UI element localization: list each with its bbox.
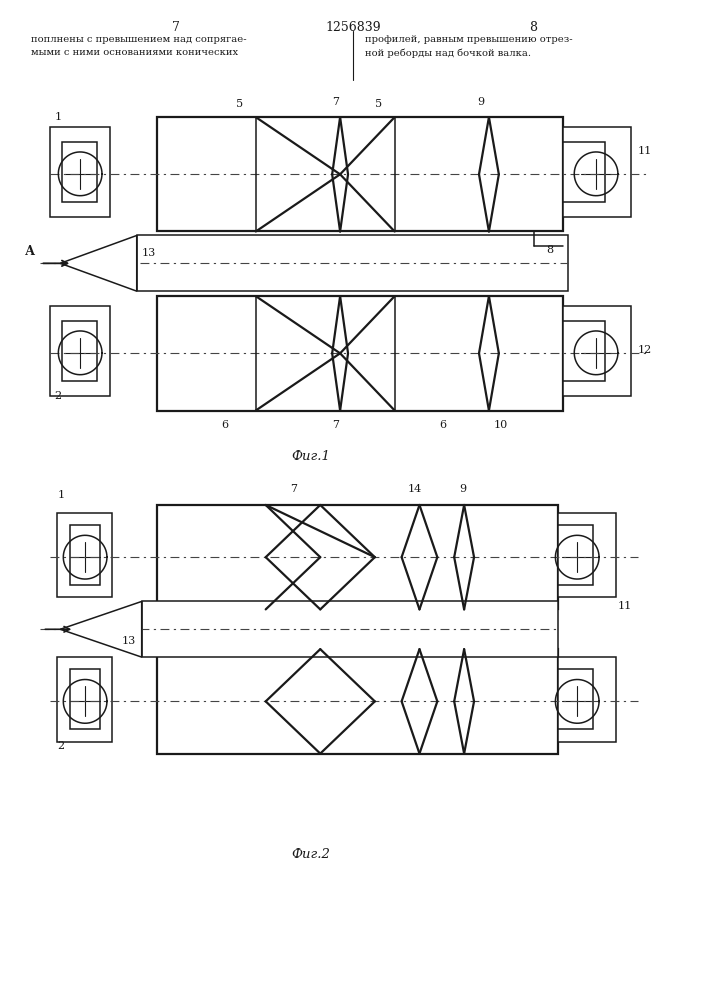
Text: 13: 13 <box>141 248 156 258</box>
Bar <box>559 513 616 597</box>
Text: 8: 8 <box>530 21 537 34</box>
Text: 2: 2 <box>57 741 64 751</box>
Text: Фиг.2: Фиг.2 <box>291 848 329 861</box>
Bar <box>156 505 559 609</box>
Text: 12: 12 <box>638 345 652 355</box>
Text: 14: 14 <box>407 484 422 494</box>
Text: 1256839: 1256839 <box>325 21 381 34</box>
Bar <box>559 657 616 742</box>
Polygon shape <box>60 235 136 291</box>
Bar <box>559 669 593 729</box>
Bar <box>50 127 110 217</box>
Bar <box>563 127 631 217</box>
Text: 5: 5 <box>375 99 382 109</box>
Text: 8: 8 <box>547 245 554 255</box>
Bar <box>50 306 110 396</box>
Bar <box>70 525 100 585</box>
Text: 9: 9 <box>477 97 484 107</box>
Text: 11: 11 <box>638 146 652 156</box>
Bar <box>563 306 631 396</box>
Bar <box>141 601 559 657</box>
Bar <box>563 321 605 381</box>
Text: 9: 9 <box>459 484 467 494</box>
Bar <box>62 142 97 202</box>
Bar <box>156 296 563 410</box>
Text: 5: 5 <box>236 99 243 109</box>
Bar <box>62 321 97 381</box>
Bar <box>57 657 112 742</box>
Text: 13: 13 <box>122 636 136 646</box>
Text: А: А <box>25 245 35 258</box>
Text: 1: 1 <box>54 112 62 122</box>
Text: 6: 6 <box>221 420 228 430</box>
Text: 7: 7 <box>332 97 339 107</box>
Text: 11: 11 <box>618 601 632 611</box>
Text: 6: 6 <box>439 420 446 430</box>
Bar <box>156 117 563 231</box>
Text: поплнены с превышением над сопрягае-
мыми с ними основаниями конических: поплнены с превышением над сопрягае- мым… <box>30 35 246 57</box>
Text: 7: 7 <box>173 21 180 34</box>
Text: 7: 7 <box>291 484 298 494</box>
Polygon shape <box>60 601 141 657</box>
Bar <box>563 142 605 202</box>
Bar <box>559 525 593 585</box>
Text: 1: 1 <box>57 490 64 500</box>
Text: 2: 2 <box>54 391 62 401</box>
Text: профилей, равным превышению отрез-
ной реборды над бочкой валка.: профилей, равным превышению отрез- ной р… <box>365 35 573 58</box>
Text: Фиг.1: Фиг.1 <box>291 450 329 463</box>
Bar <box>57 513 112 597</box>
Bar <box>70 669 100 729</box>
Text: 7: 7 <box>332 420 339 430</box>
Bar <box>156 649 559 754</box>
Bar <box>136 235 568 291</box>
Text: 10: 10 <box>494 420 508 430</box>
